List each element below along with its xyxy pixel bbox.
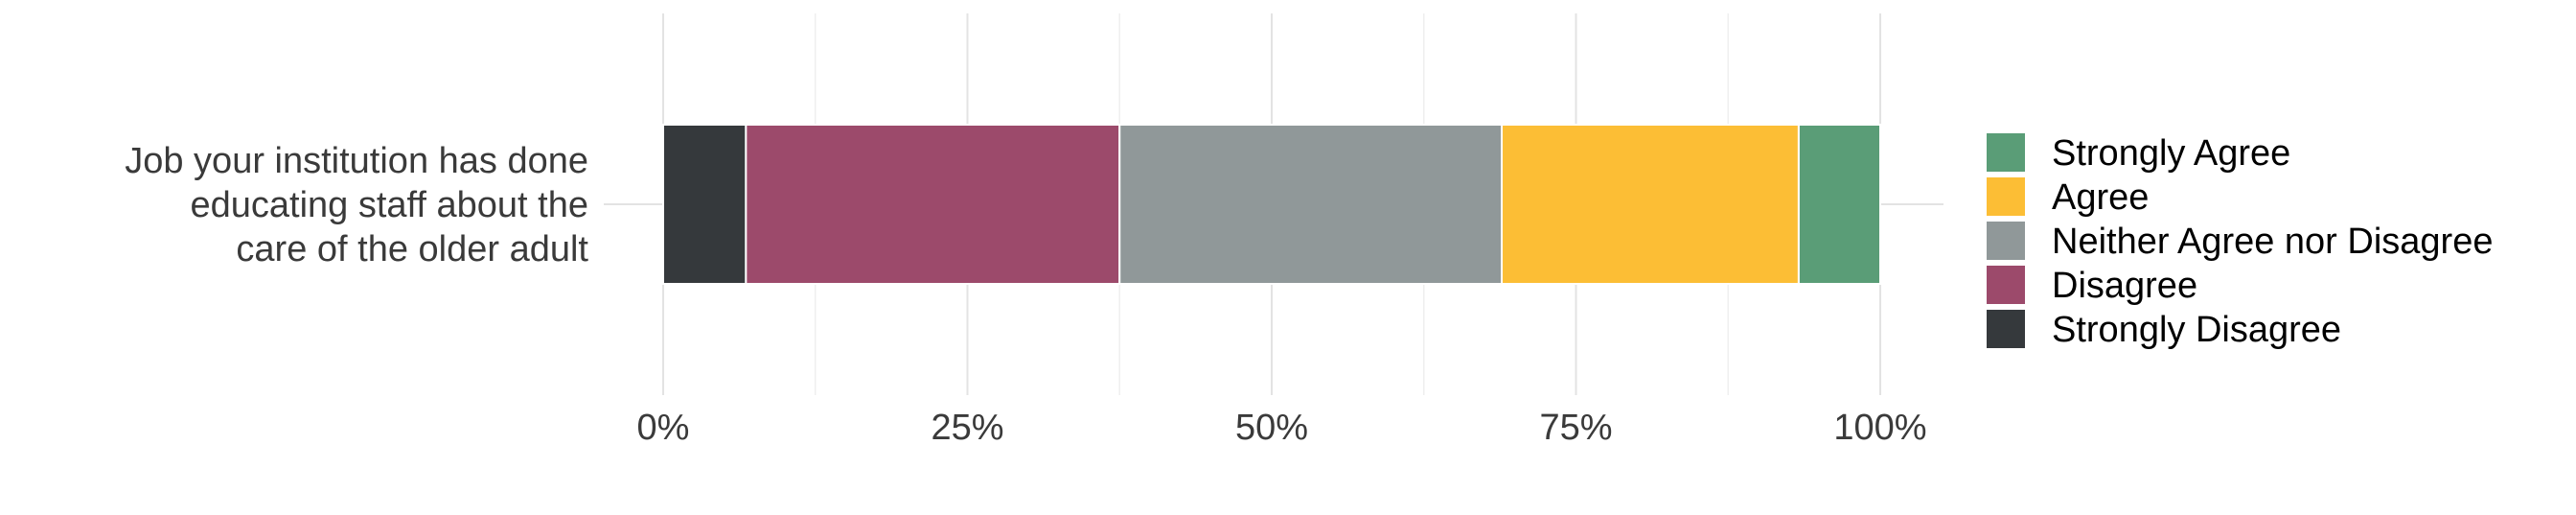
- legend-label: Strongly Disagree: [2052, 310, 2341, 350]
- category-label-line: Job your institution has done: [125, 141, 588, 181]
- category-label-line: educating staff about the: [190, 185, 588, 225]
- x-tick-label: 100%: [1833, 408, 1926, 448]
- legend-label: Neither Agree nor Disagree: [2052, 222, 2493, 262]
- bar-segments: [662, 124, 1882, 285]
- x-tick-label: 75%: [1539, 408, 1612, 448]
- bar-segment-disagree: [745, 124, 1121, 285]
- legend-label: Disagree: [2052, 266, 2197, 306]
- bar-segment-strongly-disagree: [662, 124, 748, 285]
- bar-segment-neither-agree-nor-disagree: [1118, 124, 1504, 285]
- category-label-line: care of the older adult: [236, 229, 588, 269]
- x-tick-label: 25%: [931, 408, 1003, 448]
- bar-segment-strongly-agree: [1797, 124, 1882, 285]
- legend-swatch: [1987, 177, 2025, 216]
- legend-label: Agree: [2052, 177, 2149, 218]
- x-tick-labels: 0% 25% 50% 75% 100%: [637, 408, 1927, 448]
- legend-swatch: [1987, 266, 2025, 304]
- legend-swatch: [1987, 310, 2025, 348]
- x-tick-label: 50%: [1235, 408, 1308, 448]
- legend-swatch: [1987, 133, 2025, 172]
- x-tick-label: 0%: [637, 408, 690, 448]
- legend-swatch: [1987, 222, 2025, 260]
- legend-label: Strongly Agree: [2052, 133, 2290, 174]
- bar-segment-agree: [1501, 124, 1800, 285]
